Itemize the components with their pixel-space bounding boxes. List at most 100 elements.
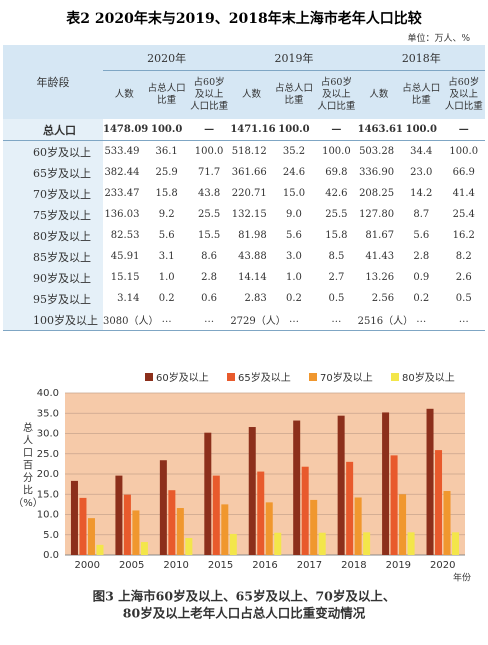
value-cell: 1.0 xyxy=(286,272,302,283)
column-header: 占60岁 及以上 人口比重 xyxy=(187,70,231,119)
value-cell: 5.6 xyxy=(158,230,175,241)
value-cell: 100.0 xyxy=(272,119,316,141)
table-row: 100岁及以上 3080（人）…… 2729（人）…… 2516（人）…… xyxy=(3,309,485,331)
value-cell: 3.1 xyxy=(158,251,175,262)
y-axis-label: 总 xyxy=(23,421,33,434)
value-cell: 2.8 xyxy=(413,251,430,262)
age-cell: 65岁及以上 xyxy=(3,162,103,183)
value-cell: 43.8 xyxy=(197,188,221,199)
bar xyxy=(452,532,460,555)
table-row: 70岁及以上 233.47 15.8 43.8 220.71 15.0 42.6 208.25… xyxy=(3,183,485,204)
column-header-line: 占总人口 xyxy=(402,83,441,94)
column-header: 占总人口 比重 xyxy=(145,70,188,119)
value-cell: 13.26 xyxy=(365,272,395,283)
column-header-line: 比重 xyxy=(157,95,177,106)
value-cell: 100.0 xyxy=(449,146,479,157)
bar xyxy=(257,471,265,555)
value-cell: 100.0 xyxy=(194,146,224,157)
value-cell: 0.5 xyxy=(455,293,472,304)
legend-label: 65岁及以上 xyxy=(238,371,291,384)
value-cell: 15.8 xyxy=(155,188,178,199)
value-cell: 0.2 xyxy=(413,293,430,304)
value-cell: 1478.09 xyxy=(103,119,148,141)
bar xyxy=(354,497,362,555)
age-cell: 75岁及以上 xyxy=(3,204,103,225)
legend-swatch xyxy=(227,373,235,381)
age-cell: 60岁及以上 xyxy=(3,140,103,162)
value-cell: 15.8 xyxy=(325,230,348,241)
table-row: 90岁及以上 15.15 1.0 2.8 14.14 1.0 2.7 13.26 0.9 2.6 xyxy=(3,267,485,288)
value-cell: 9.0 xyxy=(286,209,302,220)
bar xyxy=(140,542,148,555)
table-row: 75岁及以上 136.03 9.2 25.5 132.15 9.0 25.5 127.80 8.… xyxy=(3,204,485,225)
bar xyxy=(337,415,345,555)
chart: 0.0 5.0 10.0 15.0 20.0 25.0 30.0 35.0 40.0 2000 20… xyxy=(13,371,471,621)
value-cell: 0.9 xyxy=(413,272,430,283)
bar xyxy=(70,480,78,555)
y-tick-label: 25.0 xyxy=(37,449,59,460)
value-cell: 9.2 xyxy=(158,209,175,220)
value-cell: 361.66 xyxy=(231,167,267,178)
age-cell: 100岁及以上 xyxy=(3,309,103,331)
value-cell: 5.6 xyxy=(286,230,302,241)
year-header: 2018年 xyxy=(357,45,485,71)
bar xyxy=(221,504,229,555)
table-title: 表2 2020年末与2019、2018年末上海市老年人口比较 xyxy=(66,11,422,27)
age-cell: 80岁及以上 xyxy=(3,225,103,246)
bar xyxy=(390,455,398,555)
age-cell: 90岁及以上 xyxy=(3,267,103,288)
column-header-line: 人数 xyxy=(242,89,262,100)
value-cell: 1463.61 xyxy=(357,119,403,141)
column-header-line: 占总人口 xyxy=(274,83,313,94)
bar xyxy=(132,510,140,555)
age-cell: 70岁及以上 xyxy=(3,183,103,204)
value-cell: 15.0 xyxy=(282,188,306,199)
legend-swatch xyxy=(391,373,399,381)
y-tick-label: 5.0 xyxy=(43,530,59,541)
column-header-line: 占60岁 xyxy=(320,77,352,88)
table-row: 80岁及以上 82.53 5.6 15.5 81.98 5.6 15.8 81.67 5.6 16… xyxy=(3,225,485,246)
data-table: 年龄段 2020年 2019年 2018年 人数 占总人口 比重 占60岁 及以上 人口比重 人数占… xyxy=(3,45,485,331)
x-tick-label: 2019 xyxy=(386,560,411,571)
table-row: 95岁及以上 3.14 0.2 0.6 2.83 0.2 0.5 2.56 0.2 0.5 xyxy=(3,288,485,309)
value-cell: 45.91 xyxy=(110,251,140,262)
value-cell: 42.6 xyxy=(325,188,348,199)
column-header: 占60岁 及以上 人口比重 xyxy=(442,70,485,119)
legend-label: 70岁及以上 xyxy=(320,371,373,384)
value-cell: 2516（人） xyxy=(357,309,413,331)
column-header-line: 占总人口 xyxy=(147,83,186,94)
bar xyxy=(185,537,193,555)
value-cell: 3.0 xyxy=(286,251,302,262)
x-tick-label: 2017 xyxy=(297,560,322,571)
value-cell: 71.7 xyxy=(197,167,221,178)
y-axis-label: （%） xyxy=(13,497,43,509)
value-cell: 2729（人） xyxy=(230,309,286,331)
value-cell: — xyxy=(187,119,231,141)
chart-caption: 图3 上海市60岁及以上、65岁及以上、70岁及以上、 xyxy=(93,589,396,604)
legend-label: 80岁及以上 xyxy=(402,371,455,384)
x-tick-label: 2010 xyxy=(163,560,188,571)
value-cell: 43.88 xyxy=(238,251,267,262)
column-header: 人数 xyxy=(357,70,401,119)
bar xyxy=(301,466,309,555)
value-cell: 3.14 xyxy=(117,293,140,304)
value-cell: 208.25 xyxy=(359,188,395,199)
y-tick-label: 30.0 xyxy=(37,429,59,440)
unit-note: 单位：万人、% xyxy=(407,34,470,44)
x-tick-label: 2018 xyxy=(341,560,366,571)
value-cell: 2.8 xyxy=(201,272,218,283)
age-header: 年龄段 xyxy=(3,45,103,119)
value-cell: 503.28 xyxy=(359,146,395,157)
column-header-line: 及以上 xyxy=(322,89,351,100)
value-cell: 518.12 xyxy=(231,146,267,157)
age-cell: 95岁及以上 xyxy=(3,288,103,309)
value-cell: … xyxy=(145,309,188,331)
y-tick-label: 10.0 xyxy=(37,510,59,521)
legend-label: 60岁及以上 xyxy=(156,371,209,384)
value-cell: 25.9 xyxy=(155,167,178,178)
table-row: 60岁及以上 533.49 36.1 100.0 518.12 35.2 100.0 503.… xyxy=(3,140,485,162)
bar xyxy=(204,432,212,555)
value-cell: 336.90 xyxy=(359,167,395,178)
x-tick-label: 2005 xyxy=(119,560,144,571)
